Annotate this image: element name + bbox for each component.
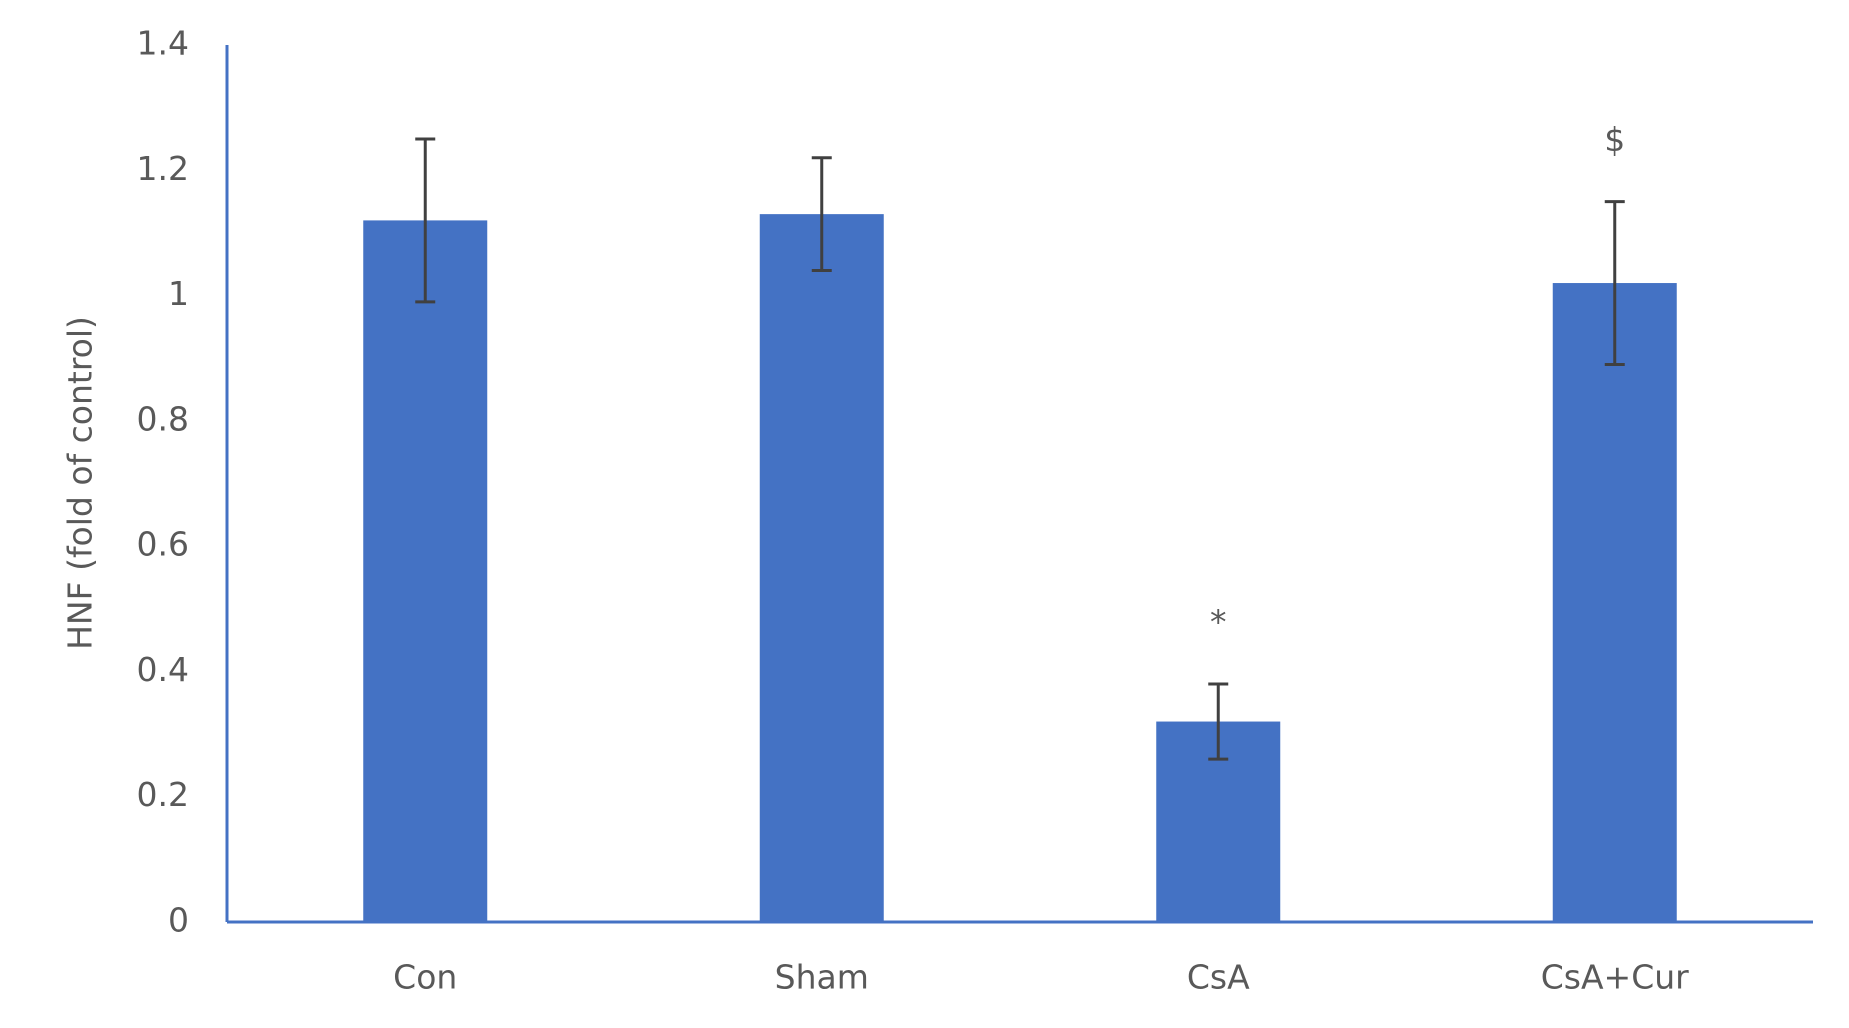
y-tick-label: 0.6 xyxy=(137,525,189,564)
y-tick-label: 0.4 xyxy=(137,650,189,689)
y-tick-label: 1.2 xyxy=(137,149,189,188)
x-tick-label: CsA+Cur xyxy=(1541,958,1689,997)
error-bar xyxy=(1604,200,1625,366)
error-bar xyxy=(1208,682,1229,761)
x-tick-label: CsA xyxy=(1187,958,1250,997)
bar xyxy=(759,214,884,922)
bar xyxy=(363,220,488,922)
y-tick-label: 0.2 xyxy=(137,775,189,814)
error-bar xyxy=(811,156,832,273)
x-tick-label: Con xyxy=(393,958,457,997)
bar xyxy=(1552,283,1677,922)
annotation: * xyxy=(1210,602,1227,641)
y-tick-label: 0 xyxy=(168,901,189,940)
y-tick-label: 1 xyxy=(168,274,189,313)
annotation: $ xyxy=(1604,120,1625,159)
y-axis-label: HNF (fold of control) xyxy=(61,316,100,650)
x-tick-label: Sham xyxy=(775,958,869,997)
y-tick-label: 1.4 xyxy=(137,24,189,63)
y-tick-label: 0.8 xyxy=(137,399,189,438)
error-bar xyxy=(415,137,436,304)
